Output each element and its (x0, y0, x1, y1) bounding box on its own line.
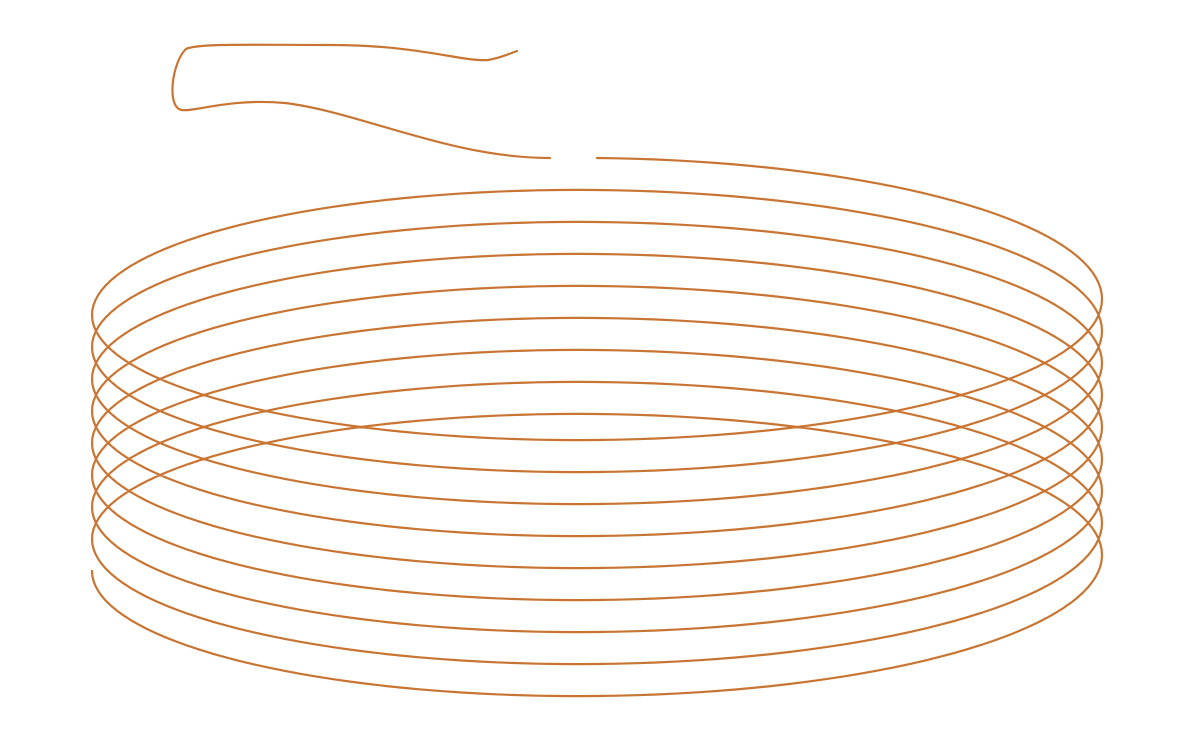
coil-helix (90, 156, 1104, 698)
coil-tail (171, 43, 552, 160)
